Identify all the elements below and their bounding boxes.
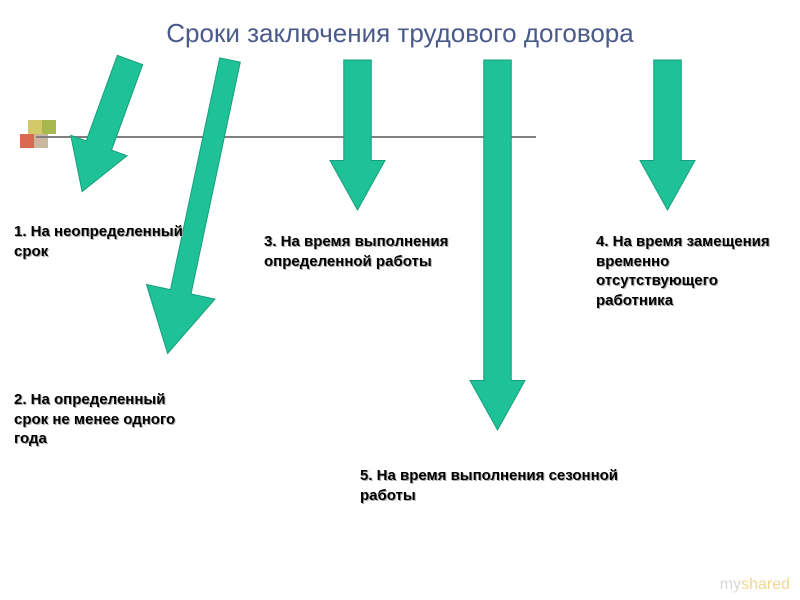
- label-5: 5. На время выполнения сезонной работы: [360, 466, 670, 505]
- label-1: 1. На неопределенный срок: [14, 222, 194, 261]
- deco-square: [20, 134, 34, 148]
- arrow-2: [133, 53, 264, 361]
- label-2: 2. На определенный срок не менее одного …: [14, 390, 184, 449]
- watermark-part1: my: [720, 576, 741, 593]
- arrow-3: [330, 60, 385, 210]
- label-4: 4. На время замещения временно отсутству…: [596, 232, 786, 310]
- watermark: myshared: [720, 576, 790, 594]
- label-3: 3. На время выполнения определенной рабо…: [264, 232, 504, 271]
- watermark-part2: shared: [741, 576, 790, 593]
- deco-square: [42, 120, 56, 134]
- deco-square: [28, 120, 42, 134]
- arrow-5: [640, 60, 695, 210]
- slide-title: Сроки заключения трудового договора: [0, 18, 800, 49]
